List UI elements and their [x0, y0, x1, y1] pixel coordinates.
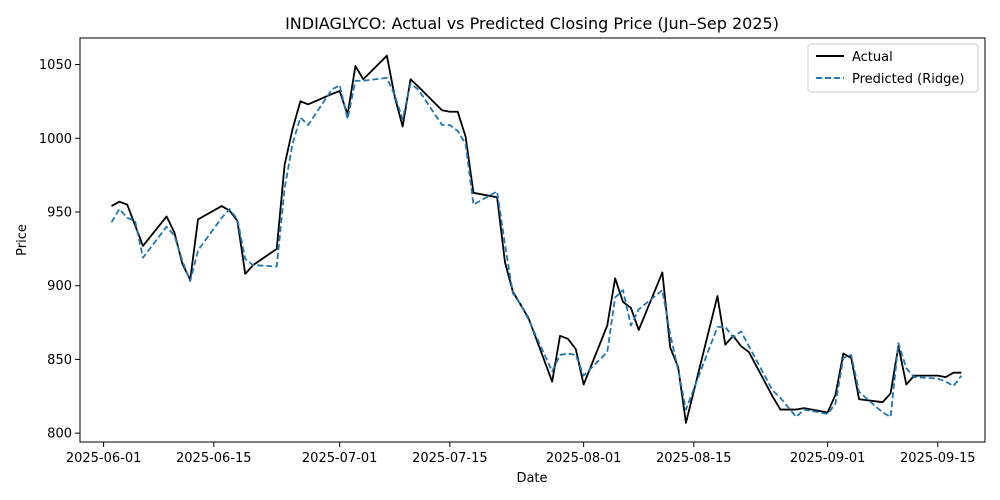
legend-box — [807, 43, 979, 93]
x-axis-label: Date — [516, 471, 547, 486]
y-axis-ticks: 800 850 900 950 1000 1050 — [39, 58, 80, 442]
y-axis-label: Price — [15, 224, 30, 256]
y-tick-label: 1000 — [39, 132, 72, 147]
x-tick-label: 2025-08-01 — [546, 451, 622, 466]
y-tick-label: 800 — [47, 427, 72, 442]
x-tick-label: 2025-07-15 — [412, 451, 488, 466]
y-tick-label: 1050 — [39, 58, 72, 73]
y-tick-label: 850 — [47, 353, 72, 368]
x-tick-label: 2025-06-01 — [66, 451, 142, 466]
legend-label-predicted: Predicted (Ridge) — [852, 72, 964, 87]
plot-frame — [79, 37, 986, 443]
x-axis-ticks: 2025-06-01 2025-06-15 2025-07-01 2025-07-15… — [66, 442, 976, 466]
plot-marks — [110, 54, 963, 424]
x-tick-label: 2025-09-01 — [790, 451, 866, 466]
y-tick-label: 900 — [47, 279, 72, 294]
x-tick-label: 2025-07-01 — [302, 451, 378, 466]
x-tick-label: 2025-08-15 — [656, 451, 732, 466]
legend-label-actual: Actual — [852, 50, 893, 65]
series-line-predicted — [110, 76, 963, 418]
series-line-actual — [111, 54, 962, 424]
chart-title: INDIAGLYCO: Actual vs Predicted Closing … — [285, 14, 779, 33]
legend: Actual Predicted (Ridge) — [807, 43, 979, 93]
x-tick-label: 2025-06-15 — [176, 451, 252, 466]
x-tick-label: 2025-09-15 — [900, 451, 976, 466]
y-tick-label: 950 — [47, 205, 72, 220]
